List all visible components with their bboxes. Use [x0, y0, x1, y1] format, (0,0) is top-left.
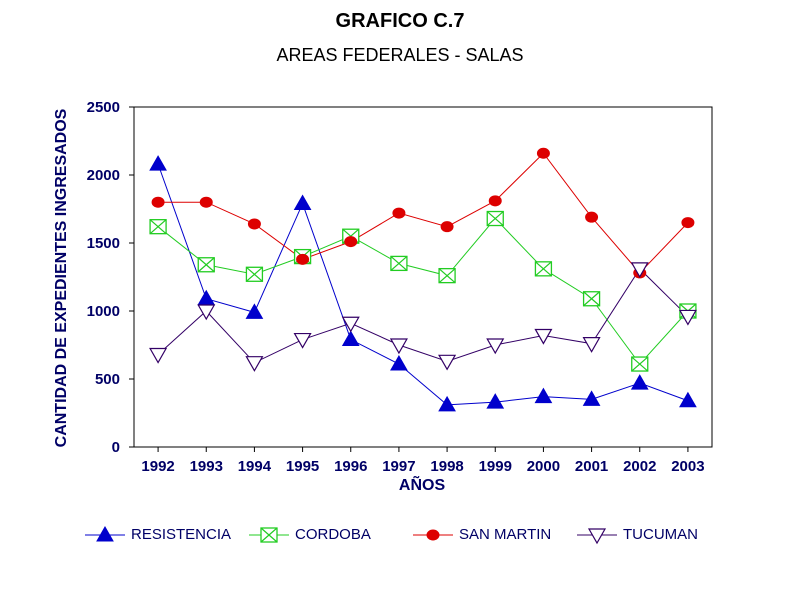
legend-label: CORDOBA: [295, 526, 371, 543]
data-point-tucuman: [197, 304, 216, 321]
x-tick-label: 1997: [382, 458, 415, 475]
data-point-tucuman: [438, 354, 457, 371]
legend-label: SAN MARTIN: [459, 526, 552, 543]
legend-label: RESISTENCIA: [131, 526, 232, 543]
legend-marker: [260, 527, 278, 543]
data-point-cordoba: [631, 356, 649, 372]
data-point-tucuman: [293, 332, 312, 349]
y-tick-label: 2000: [87, 167, 120, 184]
data-point-resistencia: [582, 390, 601, 406]
legend-swatch: [249, 527, 289, 543]
chart-title: GRAFICO C.7: [335, 10, 465, 32]
data-point-resistencia: [149, 155, 167, 171]
data-point-cordoba: [245, 266, 264, 282]
x-tick-label: 1994: [238, 458, 272, 475]
data-point-tucuman: [534, 328, 553, 345]
data-point-tucuman: [486, 338, 505, 355]
data-point-tucuman: [341, 316, 360, 333]
series-line-resistencia: [157, 163, 689, 406]
legend-marker: [426, 529, 440, 541]
x-tick-label: 1995: [286, 458, 319, 475]
data-point-san-martin: [488, 195, 502, 207]
x-tick-label: 2000: [527, 458, 560, 475]
legend-label: TUCUMAN: [623, 526, 698, 543]
y-tick-label: 1000: [87, 303, 120, 320]
data-point-cordoba: [582, 291, 601, 307]
legend-swatch: [577, 528, 617, 545]
data-point-resistencia: [534, 387, 553, 404]
legend-swatch: [85, 525, 125, 542]
data-point-resistencia: [197, 289, 216, 306]
data-point-tucuman: [245, 356, 264, 372]
legend-marker: [587, 528, 607, 545]
data-point-san-martin: [151, 196, 165, 208]
data-point-san-martin: [344, 236, 358, 248]
data-point-resistencia: [438, 395, 456, 412]
x-tick-label: 1999: [479, 458, 512, 475]
plot-frame: [133, 106, 713, 448]
series-line-san-martin: [158, 152, 689, 274]
x-tick-label: 2001: [575, 458, 608, 475]
data-point-resistencia: [486, 393, 505, 409]
data-point-resistencia: [245, 303, 264, 319]
data-point-san-martin: [440, 221, 454, 233]
x-tick-label: 2003: [671, 458, 704, 475]
data-point-cordoba: [197, 257, 215, 273]
chart-subtitle: AREAS FEDERALES - SALAS: [276, 45, 524, 65]
data-point-resistencia: [679, 391, 697, 408]
data-point-cordoba: [486, 210, 504, 227]
y-tick-label: 0: [112, 439, 120, 456]
data-point-san-martin: [199, 196, 213, 208]
data-point-tucuman: [582, 337, 601, 353]
data-point-tucuman: [149, 347, 168, 364]
data-point-san-martin: [296, 253, 310, 265]
data-point-cordoba: [149, 219, 167, 235]
data-point-cordoba: [438, 267, 456, 284]
x-tick-label: 1996: [334, 458, 367, 475]
y-tick-label: 500: [95, 371, 120, 388]
data-point-san-martin: [681, 217, 695, 229]
x-axis-label: AÑOS: [398, 477, 446, 494]
x-tick-label: 2002: [623, 458, 656, 475]
data-point-san-martin: [585, 211, 599, 223]
x-tick-label: 1992: [141, 458, 174, 475]
y-tick-label: 2500: [87, 99, 120, 116]
data-point-cordoba: [390, 255, 408, 272]
legend-marker: [96, 525, 114, 542]
legend-swatch: [413, 529, 453, 541]
data-point-san-martin: [536, 147, 550, 159]
data-point-tucuman: [678, 309, 697, 326]
x-tick-label: 1993: [190, 458, 223, 475]
series-line-tucuman: [157, 268, 689, 364]
data-point-tucuman: [389, 338, 408, 355]
data-point-cordoba: [534, 261, 553, 277]
data-point-san-martin: [392, 207, 406, 219]
series-line-cordoba: [157, 217, 689, 365]
data-point-resistencia: [341, 330, 360, 347]
data-point-san-martin: [247, 218, 261, 230]
data-point-tucuman: [630, 262, 649, 279]
data-point-resistencia: [630, 374, 649, 390]
x-tick-label: 1998: [430, 458, 463, 475]
data-point-resistencia: [293, 194, 312, 211]
y-tick-label: 1500: [87, 235, 120, 252]
data-point-resistencia: [390, 355, 408, 371]
